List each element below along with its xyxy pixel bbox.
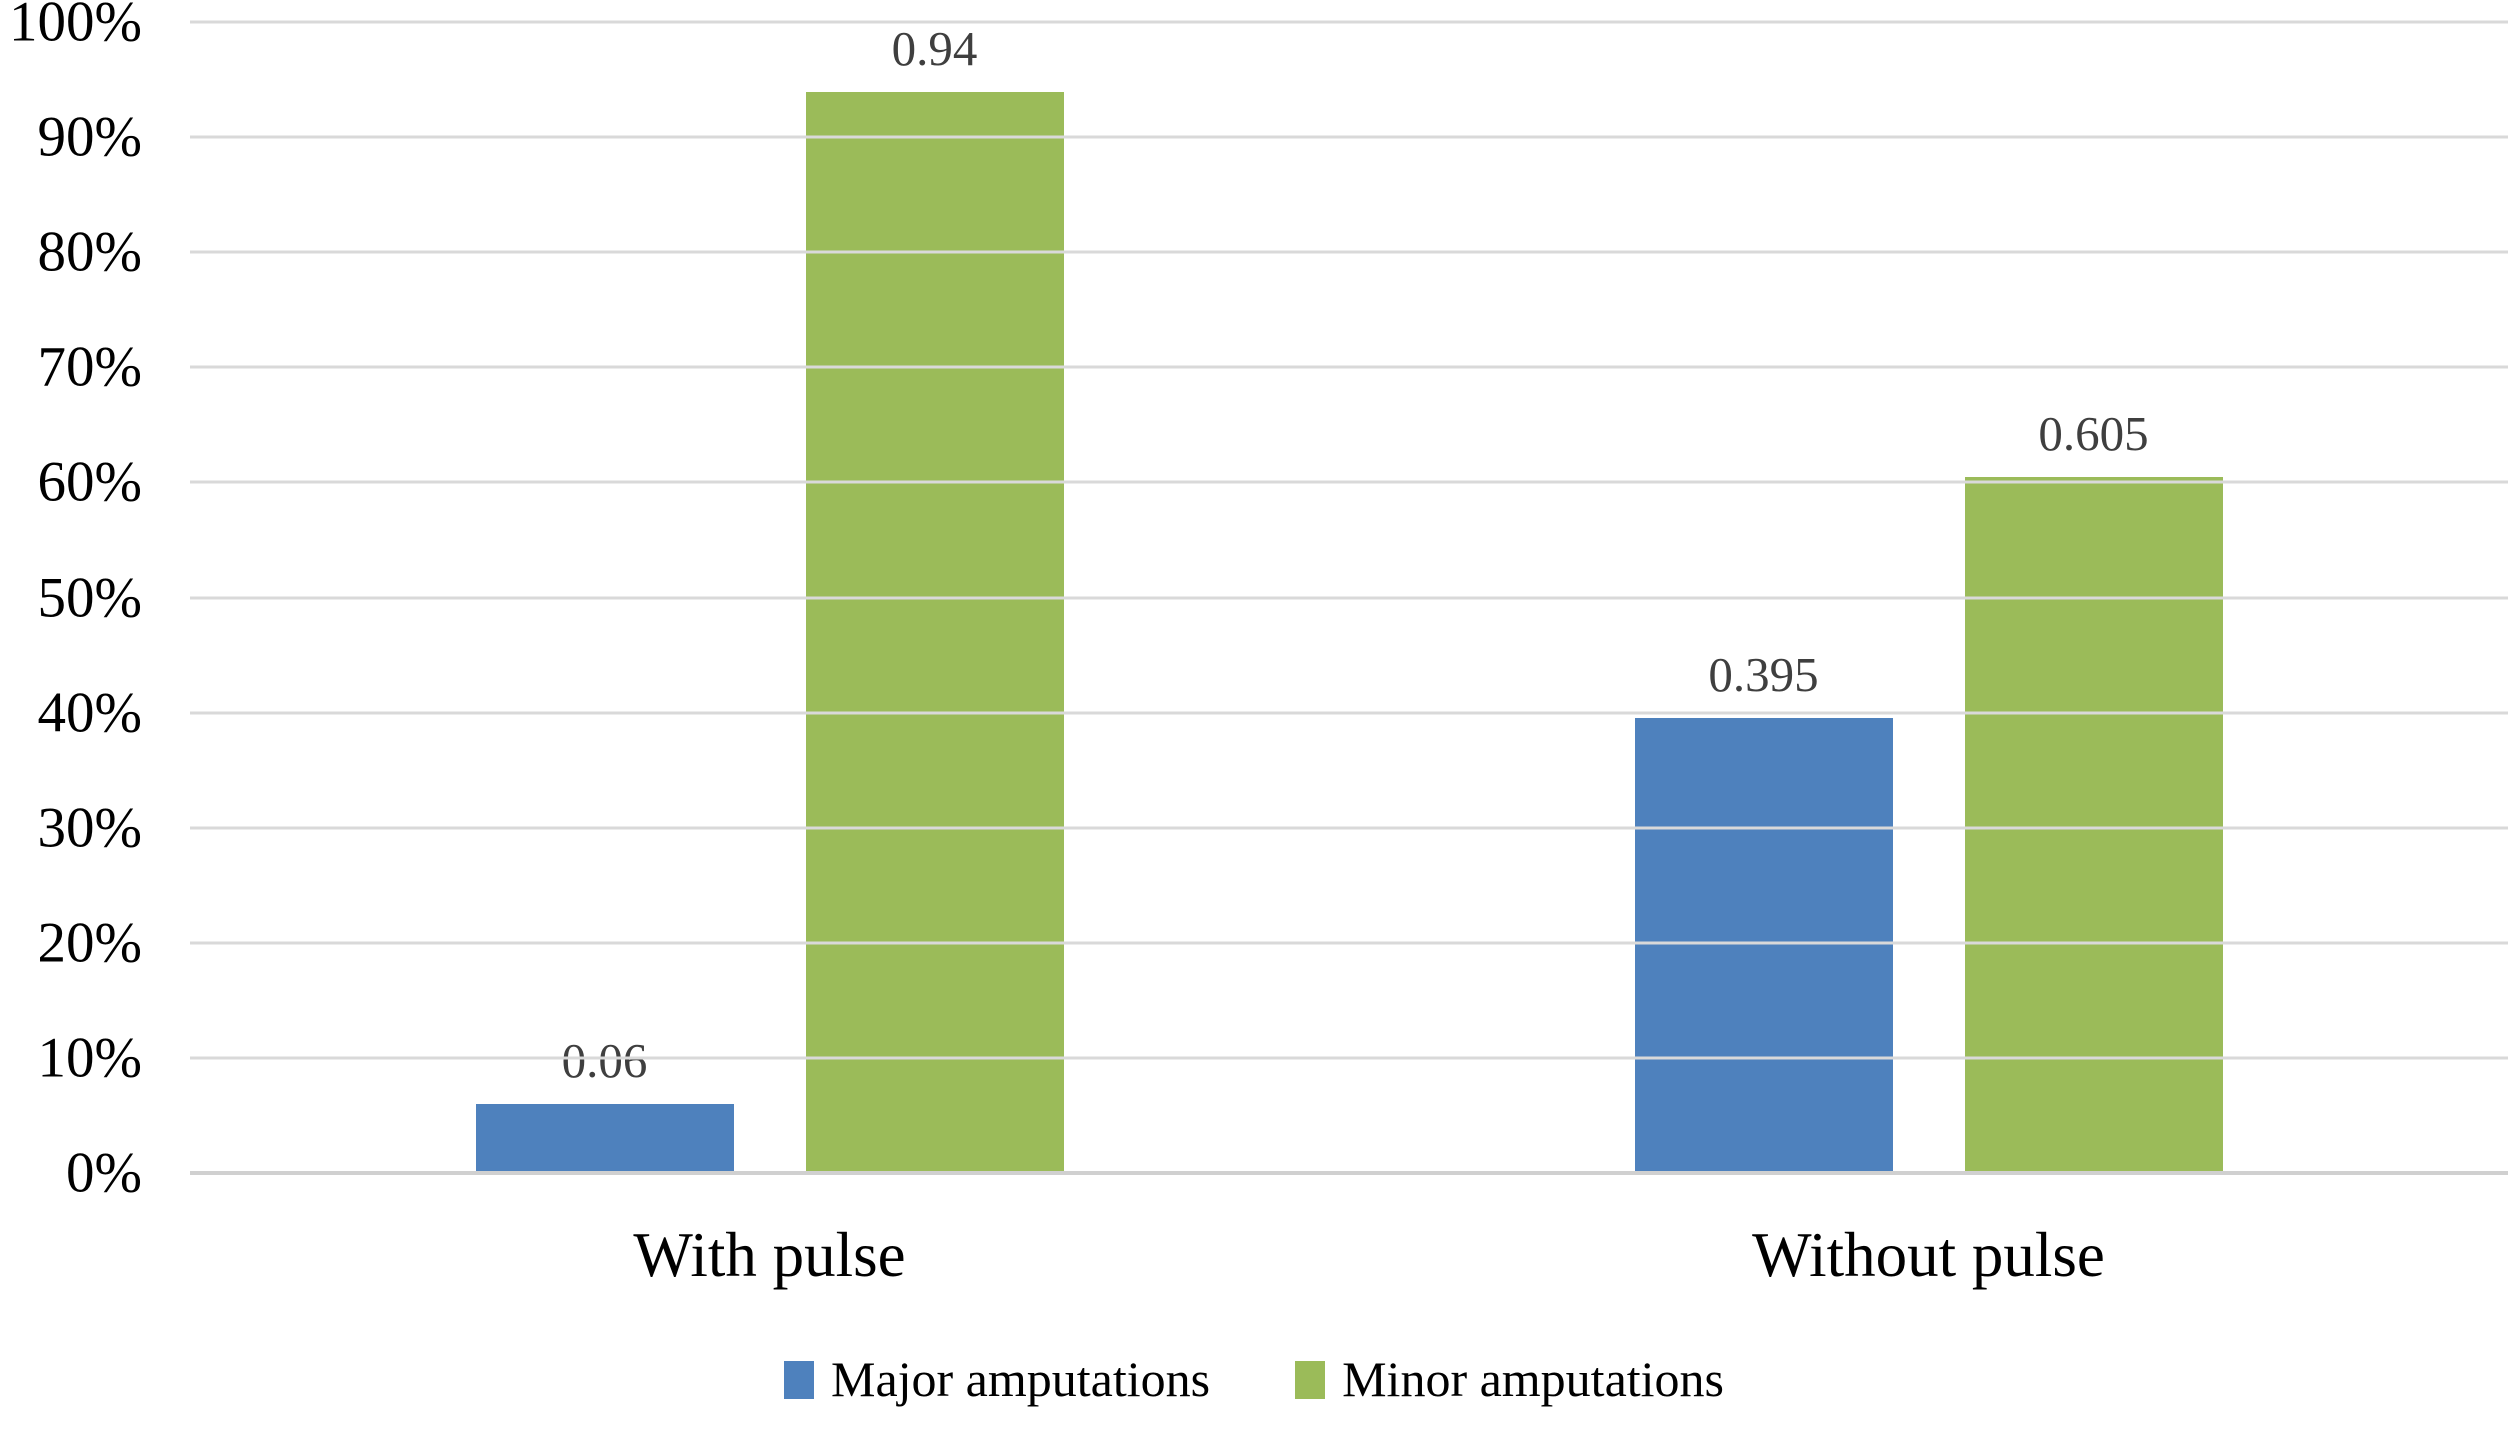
- y-tick-label: 60%: [37, 450, 142, 514]
- gridline: [190, 250, 2508, 254]
- legend-item-major: Major amputations: [783, 1351, 1211, 1407]
- bar-cell-major-with-pulse: 0.06: [475, 22, 734, 1173]
- gridline: [190, 826, 2508, 830]
- y-tick-label: 30%: [37, 796, 142, 860]
- gridline: [190, 1056, 2508, 1060]
- y-tick-label: 80%: [37, 220, 142, 284]
- bar-group-with-pulse: 0.06 0.94: [190, 22, 1349, 1173]
- y-tick-label: 40%: [37, 681, 142, 745]
- legend-swatch-minor: [1295, 1360, 1326, 1399]
- legend: Major amputations Minor amputations: [0, 1352, 2508, 1407]
- y-tick-label: 50%: [37, 566, 142, 629]
- bar-minor-with-pulse: [805, 91, 1064, 1173]
- y-tick-label: 70%: [37, 335, 142, 399]
- gridline: [190, 365, 2508, 369]
- plot-area: 0.06 0.94 0.395 0.605 With pulse Without…: [190, 20, 2508, 1290]
- bar-cell-major-without-pulse: 0.395: [1634, 22, 1893, 1173]
- gridline: [190, 711, 2508, 715]
- bar-major-without-pulse: [1634, 718, 1893, 1173]
- y-tick-label: 20%: [37, 911, 142, 975]
- legend-swatch-major: [783, 1360, 814, 1399]
- legend-label-major: Major amputations: [830, 1351, 1211, 1407]
- x-label-without-pulse: Without pulse: [1752, 1220, 2105, 1290]
- y-tick-label: 0%: [66, 1141, 142, 1205]
- y-tick-label: 90%: [37, 105, 142, 169]
- gridline: [190, 135, 2508, 139]
- bar-cell-minor-with-pulse: 0.94: [805, 21, 1064, 1173]
- data-label-major-without-pulse: 0.395: [1708, 647, 1819, 703]
- y-tick-label: 100%: [9, 0, 142, 54]
- bar-minor-without-pulse: [1964, 476, 2223, 1173]
- gridline: [190, 941, 2508, 945]
- gridline: [190, 20, 2508, 24]
- bar-major-with-pulse: [475, 1103, 734, 1173]
- legend-item-minor: Minor amputations: [1295, 1352, 1724, 1407]
- data-label-minor-with-pulse: 0.94: [891, 21, 978, 76]
- data-label-major-with-pulse: 0.06: [561, 1033, 648, 1089]
- gridline: [190, 596, 2508, 599]
- x-axis-line: [190, 1171, 2508, 1175]
- x-label-with-pulse: With pulse: [633, 1220, 906, 1290]
- legend-label-minor: Minor amputations: [1342, 1351, 1725, 1407]
- data-label-minor-without-pulse: 0.605: [2038, 405, 2149, 461]
- y-axis: 0% 10% 20% 30% 40% 50% 60% 70% 80% 90% 100%: [0, 0, 142, 1202]
- gridline: [190, 480, 2508, 484]
- y-tick-label: 10%: [37, 1026, 142, 1090]
